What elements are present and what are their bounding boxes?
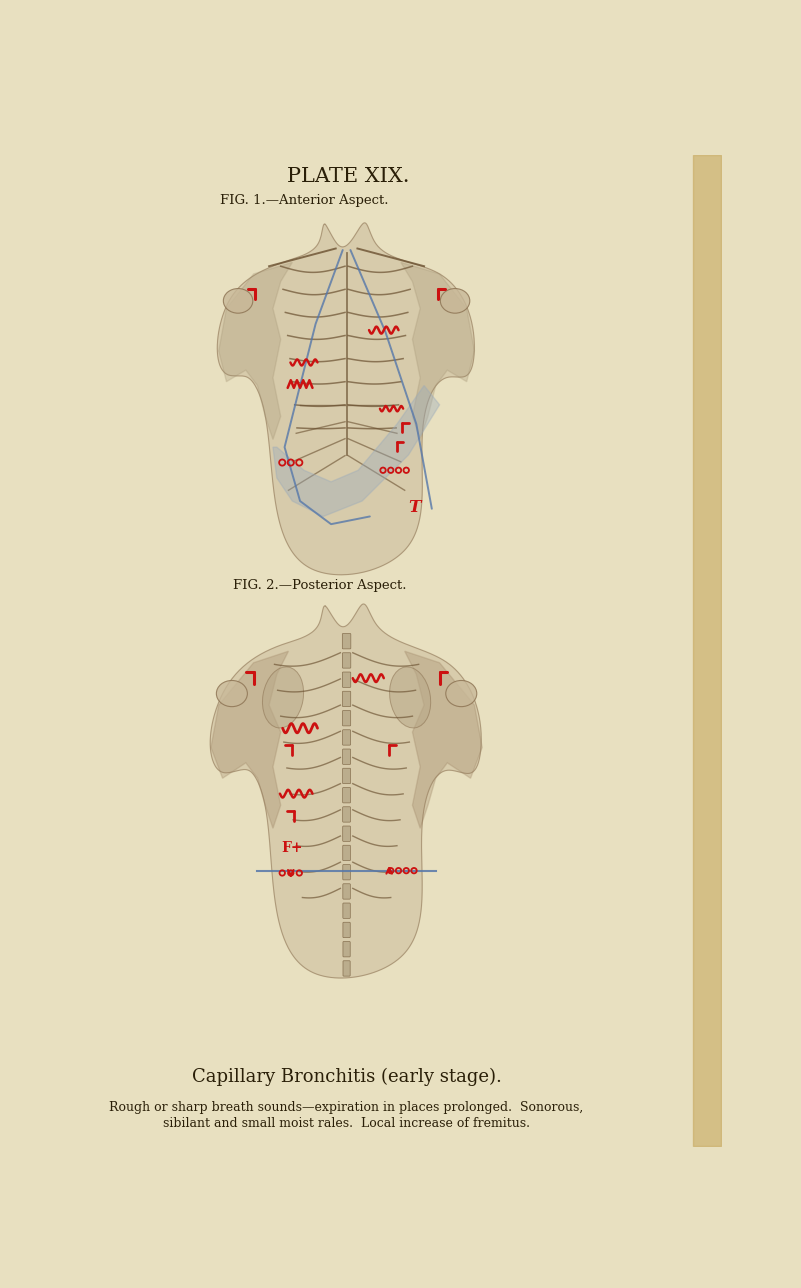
FancyBboxPatch shape xyxy=(342,634,351,649)
Text: sibilant and small moist rales.  Local increase of fremitus.: sibilant and small moist rales. Local in… xyxy=(163,1117,530,1130)
Polygon shape xyxy=(210,604,481,978)
FancyBboxPatch shape xyxy=(343,711,351,726)
Polygon shape xyxy=(405,652,482,828)
Ellipse shape xyxy=(223,289,253,313)
Text: T: T xyxy=(409,498,421,515)
FancyBboxPatch shape xyxy=(343,787,351,802)
FancyBboxPatch shape xyxy=(342,672,351,688)
Text: FIG. 1.—Anterior Aspect.: FIG. 1.—Anterior Aspect. xyxy=(220,194,388,207)
FancyBboxPatch shape xyxy=(343,942,350,957)
Polygon shape xyxy=(273,385,440,516)
Text: FIG. 2.—Posterior Aspect.: FIG. 2.—Posterior Aspect. xyxy=(233,580,407,592)
FancyBboxPatch shape xyxy=(343,864,350,880)
FancyBboxPatch shape xyxy=(343,806,351,822)
Ellipse shape xyxy=(216,680,248,707)
Ellipse shape xyxy=(389,667,431,728)
FancyBboxPatch shape xyxy=(343,730,351,746)
Ellipse shape xyxy=(441,289,470,313)
FancyBboxPatch shape xyxy=(343,961,350,976)
FancyBboxPatch shape xyxy=(343,692,351,707)
FancyBboxPatch shape xyxy=(343,845,350,860)
FancyBboxPatch shape xyxy=(343,826,351,841)
FancyBboxPatch shape xyxy=(343,768,351,783)
Text: Capillary Bronchitis (early stage).: Capillary Bronchitis (early stage). xyxy=(191,1068,501,1086)
FancyBboxPatch shape xyxy=(343,884,350,899)
Polygon shape xyxy=(217,223,474,574)
Text: PLATE XIX.: PLATE XIX. xyxy=(287,166,409,185)
Text: F+: F+ xyxy=(282,841,303,854)
Polygon shape xyxy=(400,263,474,439)
FancyBboxPatch shape xyxy=(343,903,350,918)
Ellipse shape xyxy=(446,680,477,707)
FancyBboxPatch shape xyxy=(343,750,351,764)
FancyBboxPatch shape xyxy=(343,922,350,938)
Text: Rough or sharp breath sounds—expiration in places prolonged.  Sonorous,: Rough or sharp breath sounds—expiration … xyxy=(110,1101,584,1114)
Polygon shape xyxy=(211,652,288,828)
Ellipse shape xyxy=(263,667,304,728)
FancyBboxPatch shape xyxy=(342,653,351,668)
Polygon shape xyxy=(219,263,292,439)
